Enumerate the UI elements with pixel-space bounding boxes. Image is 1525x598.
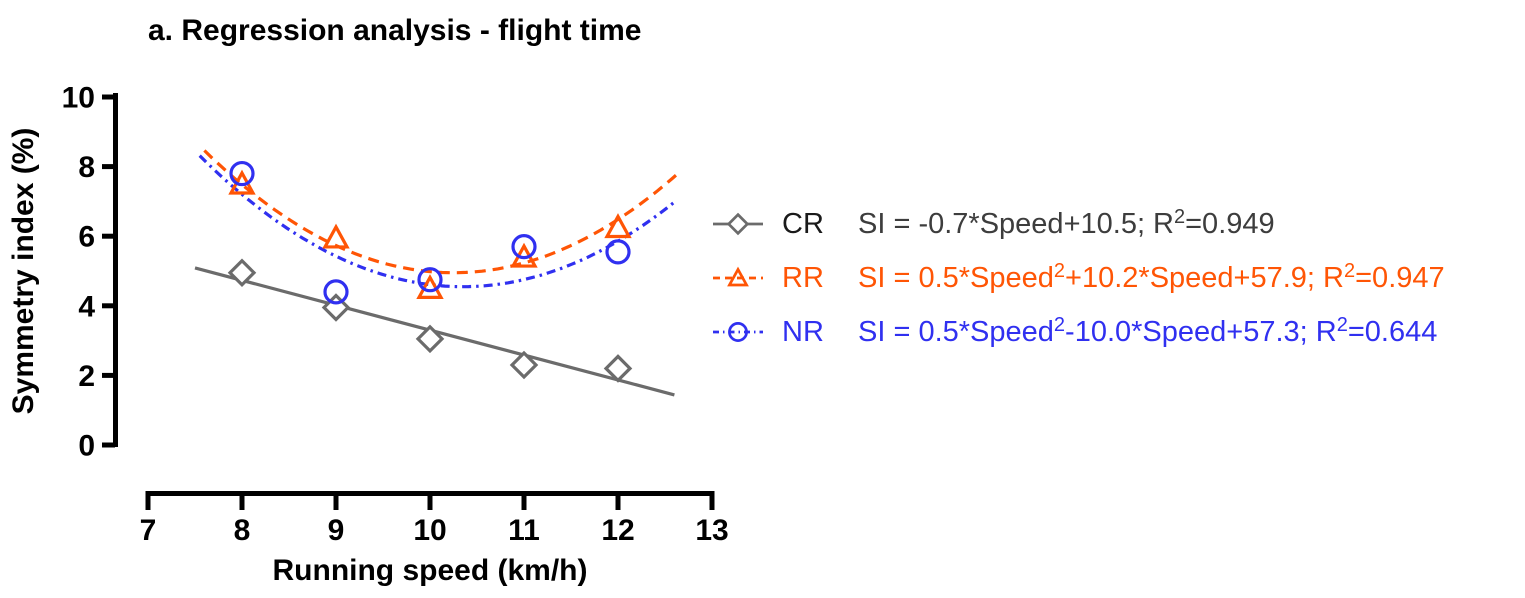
x-axis-title: Running speed (km/h) [273, 554, 588, 587]
series-CR-point [509, 350, 539, 380]
equation-superscript: 2 [1336, 313, 1348, 336]
equation-text: +10.2*Speed+57.9; R [1065, 261, 1344, 294]
x-tick-label: 7 [140, 514, 157, 547]
y-tick-label: 6 [78, 221, 95, 254]
series-RR-fit-line [203, 149, 682, 275]
legend-CR-glyph [726, 212, 750, 236]
y-tick-label: 0 [78, 430, 95, 463]
x-tick-label: 11 [508, 514, 540, 547]
legend-equation-NR: SI = 0.5*Speed2-10.0*Speed+57.3; R2=0.64… [858, 313, 1438, 349]
legend-NR-glyph [728, 322, 748, 342]
y-tick-label: 10 [62, 82, 95, 115]
legend-RR-glyph [727, 266, 749, 287]
series-CR-point [603, 354, 633, 383]
equation-superscript: 2 [1174, 205, 1186, 228]
equation-text: SI = -0.7*Speed+10.5; R [858, 207, 1174, 240]
x-tick-label: 13 [695, 514, 728, 547]
series-NR-point [511, 234, 537, 260]
equation-superscript: 2 [1053, 313, 1066, 336]
series-NR-point [417, 267, 443, 293]
legend-equation-CR: SI = -0.7*Speed+10.5; R2=0.949 [858, 205, 1275, 241]
x-tick-label: 8 [234, 514, 251, 547]
x-tick-label: 10 [413, 514, 446, 547]
y-tick-label: 8 [78, 151, 95, 184]
series-CR-point [415, 324, 445, 354]
equation-superscript: 2 [1344, 259, 1356, 282]
equation-text: =0.949 [1185, 207, 1275, 240]
equation-text: SI = 0.5*Speed [858, 315, 1054, 348]
series-NR-fit-line [198, 154, 676, 289]
y-tick-label: 2 [78, 360, 95, 393]
legend-label-RR: RR [782, 261, 824, 294]
x-tick-label: 9 [328, 514, 345, 547]
y-tick-label: 4 [78, 290, 95, 323]
equation-text: -10.0*Speed+57.3; R [1065, 315, 1337, 348]
series-RR-point [322, 223, 350, 249]
y-axis-title: Symmetry index (%) [7, 128, 40, 415]
chart-title: a. Regression analysis - flight time [148, 14, 642, 47]
legend-label-NR: NR [782, 315, 824, 348]
series-NR-point [323, 279, 349, 305]
legend-row-NR: NR SI = 0.5*Speed2-10.0*Speed+57.3; R2=0.… [700, 305, 1437, 359]
legend-row-RR: RR SI = 0.5*Speed2+10.2*Speed+57.9; R2=0.… [700, 251, 1445, 305]
legend-CR-marker-icon [713, 212, 763, 236]
legend-row-CR: CR SI = -0.7*Speed+10.5; R2=0.949 [700, 197, 1275, 251]
series-RR-point [604, 213, 632, 239]
legend-label-CR: CR [782, 207, 824, 240]
equation-text: SI = 0.5*Speed [858, 261, 1054, 294]
chart-legend: CR SI = -0.7*Speed+10.5; R2=0.949 RR SI = 0… [700, 197, 1510, 363]
equation-superscript: 2 [1053, 259, 1066, 282]
series-CR-point [227, 258, 257, 288]
series-NR-point [605, 239, 631, 265]
x-tick-label: 12 [601, 514, 634, 547]
legend-RR-marker-icon [713, 266, 763, 287]
equation-text: =0.644 [1347, 315, 1438, 348]
legend-NR-marker-icon [713, 322, 763, 342]
legend-equation-RR: SI = 0.5*Speed2+10.2*Speed+57.9; R2=0.94… [858, 259, 1445, 295]
series-NR-point [229, 160, 255, 187]
equation-text: =0.947 [1355, 261, 1445, 294]
